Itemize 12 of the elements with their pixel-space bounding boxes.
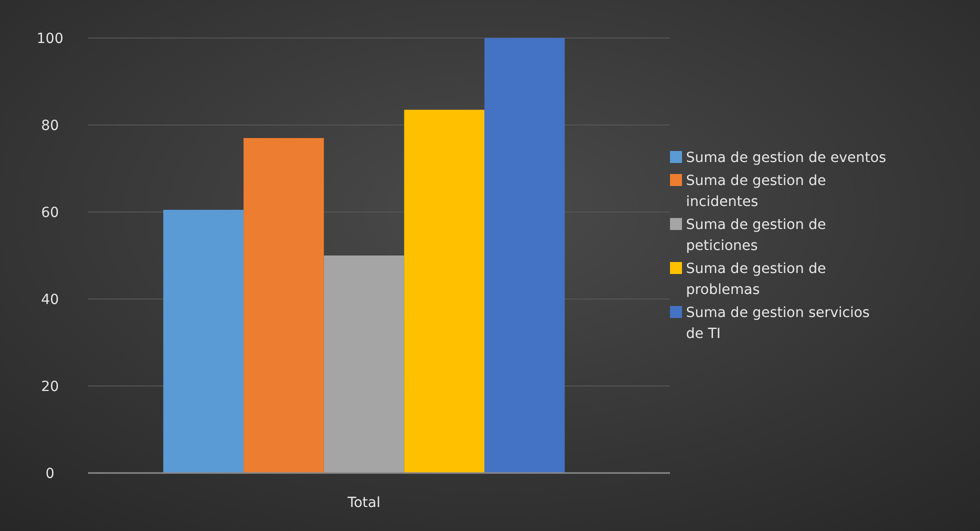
y-tick-label: 40	[41, 292, 59, 308]
y-tick-label: 20	[41, 379, 59, 395]
y-tick-label: 100	[36, 31, 64, 47]
y-tick-label: 60	[41, 205, 59, 221]
legend-label: Suma de gestion de eventos	[686, 150, 886, 166]
y-tick-label: 80	[41, 118, 59, 134]
legend-label: Suma de gestion de peticiones	[686, 217, 826, 254]
legend-label: Suma de gestion servicios de TI	[686, 305, 870, 342]
legend-label: Suma de gestion de incidentes	[686, 173, 826, 210]
legend-label: Suma de gestion de problemas	[686, 261, 826, 298]
y-tick-label: 0	[46, 466, 54, 482]
x-tick-label: Total	[346, 495, 380, 511]
